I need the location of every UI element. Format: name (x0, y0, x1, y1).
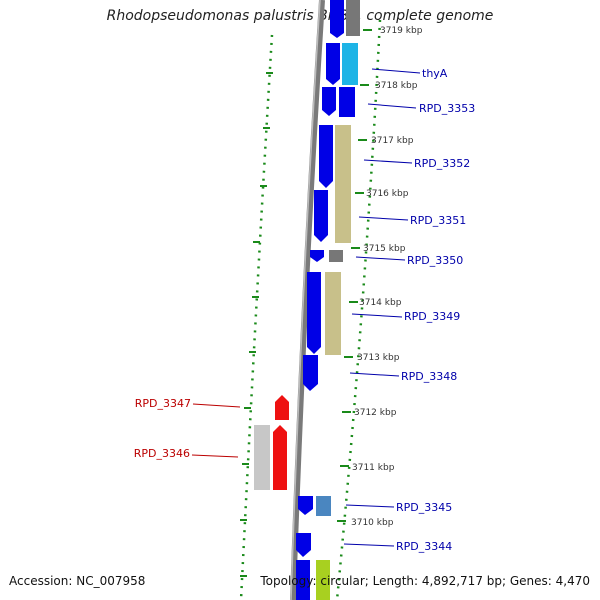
cds-arrow (314, 190, 328, 242)
gene-label: RPD_3351 (410, 214, 466, 227)
label-line (343, 543, 395, 547)
gene-label: RPD_3347 (135, 397, 191, 410)
cog-block (339, 87, 355, 117)
gene-label: RPD_3353 (419, 102, 475, 115)
cog-block (254, 425, 270, 490)
cds-arrow (307, 272, 321, 354)
gene-label: RPD_3346 (134, 447, 190, 460)
cds-arrow (326, 43, 340, 85)
forward-cds-track (296, 0, 344, 600)
gene-label: RPD_3350 (407, 254, 463, 267)
label-line (351, 313, 403, 318)
cog-block (329, 250, 343, 262)
backbone-line (290, 0, 325, 600)
cog-block (316, 496, 331, 516)
tick-label: 3713 kbp (357, 353, 400, 363)
tick-marks (337, 29, 372, 522)
tick-label: 3710 kbp (351, 518, 394, 528)
gene-label: RPD_3344 (396, 540, 452, 553)
cog-track (316, 0, 360, 600)
label-line (367, 103, 417, 109)
gene-label: RPD_3345 (396, 501, 452, 514)
cds-arrow (319, 125, 333, 188)
cog-block (342, 43, 358, 85)
gc-skew-dashes (240, 72, 273, 577)
label-line (191, 454, 239, 458)
cds-arrow-reverse (273, 425, 287, 490)
cog-block (325, 272, 341, 355)
gc-skew-outer-dots (239, 34, 274, 600)
gene-label: RPD_3349 (404, 310, 460, 323)
tick-label: 3715 kbp (363, 244, 406, 254)
backbone-highlight (290, 0, 321, 600)
cog-block (335, 125, 351, 243)
label-line (363, 159, 413, 164)
label-line (349, 372, 400, 377)
tick-label: 3714 kbp (359, 298, 402, 308)
label-line (355, 256, 406, 261)
cds-arrow (303, 355, 318, 391)
cds-arrow (298, 496, 313, 515)
cds-arrow (296, 533, 311, 557)
tick-label: 3719 kbp (380, 26, 423, 36)
reverse-gene-labels: RPD_3347 RPD_3346 (134, 397, 191, 460)
tick-label: 3718 kbp (375, 81, 418, 91)
cds-arrow (330, 0, 344, 38)
tick-labels: 3719 kbp 3718 kbp 3717 kbp 3716 kbp 3715… (351, 26, 423, 528)
gene-label: thyA (422, 67, 448, 80)
cog-block (316, 560, 330, 600)
label-line (371, 68, 421, 74)
accession-label: Accession: NC_007958 (9, 574, 146, 588)
forward-gene-labels: thyA RPD_3353 RPD_3352 RPD_3351 RPD_3350… (396, 67, 475, 553)
cog-block (346, 0, 360, 36)
reverse-cds-track (254, 395, 289, 490)
cds-arrow (322, 87, 336, 116)
reverse-label-lines (191, 403, 241, 458)
label-line (192, 403, 241, 408)
tick-label: 3712 kbp (354, 408, 397, 418)
label-line (358, 216, 409, 221)
map-title: Rhodopseudomonas palustris BisB5, comple… (106, 8, 494, 24)
tick-label: 3717 kbp (371, 136, 414, 146)
tick-label: 3711 kbp (352, 463, 395, 473)
cds-arrow-reverse (275, 395, 289, 420)
gene-label: RPD_3348 (401, 370, 457, 383)
topology-label: Topology: circular; Length: 4,892,717 bp… (260, 574, 590, 588)
label-line (345, 504, 395, 508)
tick-label: 3716 kbp (366, 189, 409, 199)
cds-arrow (310, 250, 324, 262)
cds-arrow (296, 560, 310, 600)
forward-label-lines (343, 68, 421, 547)
gene-label: RPD_3352 (414, 157, 470, 170)
